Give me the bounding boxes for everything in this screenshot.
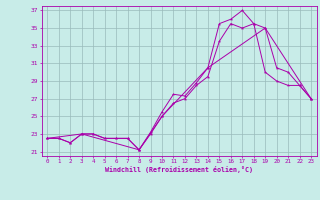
X-axis label: Windchill (Refroidissement éolien,°C): Windchill (Refroidissement éolien,°C) [105,166,253,173]
